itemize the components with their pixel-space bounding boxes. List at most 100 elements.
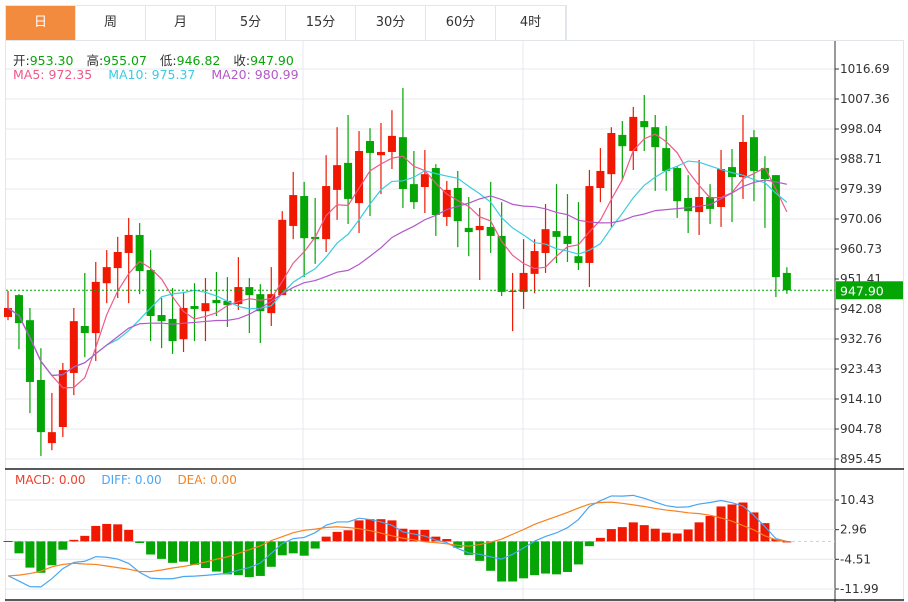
macd-bar: [617, 527, 627, 542]
macd-bar: [179, 541, 189, 562]
macd-bar: [738, 502, 748, 542]
macd-bar: [288, 541, 298, 554]
ma20-line: [7, 179, 787, 377]
candle-down: [771, 175, 780, 278]
macd-bar: [310, 541, 320, 549]
candle-down: [552, 231, 561, 237]
candle-up: [322, 186, 331, 240]
macd-bar: [277, 541, 287, 556]
macd-bar: [58, 541, 68, 550]
macd-bar: [157, 541, 167, 559]
close-label: 收:: [233, 53, 251, 68]
macd-bar: [541, 541, 551, 574]
candle-up: [201, 303, 210, 312]
price-axis-label: 904.78: [840, 422, 882, 436]
macd-bar: [519, 541, 529, 579]
macd-bar: [113, 524, 123, 542]
macd-bar: [782, 541, 792, 543]
candle-up: [267, 294, 276, 314]
macd-bar: [25, 541, 35, 568]
macd-bar: [606, 529, 616, 542]
candle-down: [684, 197, 693, 212]
macd-bar: [222, 541, 232, 575]
macd-bar: [497, 541, 507, 582]
candle-up: [475, 225, 484, 231]
tab-0[interactable]: 日: [6, 6, 76, 40]
price-axis-label: 1007.36: [840, 92, 890, 106]
candle-up: [69, 321, 78, 373]
macd-bar: [211, 541, 221, 572]
macd-bar: [321, 536, 331, 542]
macd-bar: [760, 523, 770, 542]
candle-down: [80, 325, 89, 334]
macd-axis-label: -4.51: [840, 552, 871, 566]
ma-readout: MA5: 972.35 MA10: 975.37 MA20: 980.99: [13, 67, 299, 82]
candle-up: [585, 186, 594, 263]
tab-7[interactable]: 4时: [496, 6, 566, 40]
macd-bar: [80, 535, 90, 542]
price-axis-label: 979.39: [840, 182, 882, 196]
price-axis-label: 988.71: [840, 152, 882, 166]
macd-bar: [716, 506, 726, 542]
candle-down: [14, 295, 23, 324]
candle-down: [157, 315, 166, 322]
open-label: 开:: [13, 53, 30, 68]
macd-bar: [3, 541, 13, 543]
macd-bar: [727, 504, 737, 542]
macd-bar: [431, 536, 441, 542]
macd-bar: [453, 541, 463, 548]
price-axis-label: 998.04: [840, 122, 882, 136]
candle-down: [453, 187, 462, 222]
macd-bar: [189, 541, 199, 565]
macd-bar: [332, 531, 342, 542]
tab-6[interactable]: 60分: [426, 6, 496, 40]
macd-bar: [69, 539, 79, 542]
candle-up: [738, 141, 747, 178]
candle-up: [530, 251, 539, 274]
candle-down: [398, 137, 407, 189]
candle-down: [344, 162, 353, 199]
candle-up: [607, 132, 616, 175]
macd-bar: [354, 520, 364, 542]
macd-bar: [486, 541, 496, 571]
open-value: 953.30: [29, 53, 74, 68]
candle-down: [497, 235, 506, 292]
macd-bar: [233, 541, 243, 576]
macd-bar: [398, 528, 408, 542]
candle-down: [25, 320, 34, 382]
macd-bar: [464, 541, 474, 555]
candle-down: [366, 141, 375, 153]
macd-bar: [650, 528, 660, 542]
candle-down: [464, 227, 473, 233]
candle-down: [618, 134, 627, 147]
macd-bar: [387, 520, 397, 542]
ma5-line: [7, 133, 788, 389]
candle-up: [355, 150, 364, 204]
candle-up: [442, 189, 451, 217]
macd-bar: [749, 512, 759, 542]
tab-5[interactable]: 30分: [356, 6, 426, 40]
candle-down: [223, 300, 232, 306]
price-axis-label: 942.08: [840, 302, 882, 316]
macd-bar: [124, 529, 134, 542]
candle-down: [563, 235, 572, 244]
candle-down: [673, 168, 682, 202]
candle-up: [47, 432, 56, 444]
candle-up: [113, 252, 122, 269]
ma5-value: MA5: 972.35: [13, 67, 93, 82]
candle-down: [431, 168, 440, 216]
candle-down: [409, 184, 418, 203]
tab-1[interactable]: 周: [76, 6, 146, 40]
macd-bar: [168, 541, 178, 563]
candle-down: [651, 127, 660, 148]
price-axis-label: 895.45: [840, 452, 882, 466]
macd-bar: [91, 525, 101, 542]
tab-4[interactable]: 15分: [286, 6, 356, 40]
tab-3[interactable]: 5分: [216, 6, 286, 40]
macd-axis-label: -11.99: [840, 582, 879, 596]
candle-down: [760, 168, 769, 179]
price-axis-label: 914.10: [840, 392, 882, 406]
tab-2[interactable]: 月: [146, 6, 216, 40]
macd-bar: [244, 541, 254, 578]
